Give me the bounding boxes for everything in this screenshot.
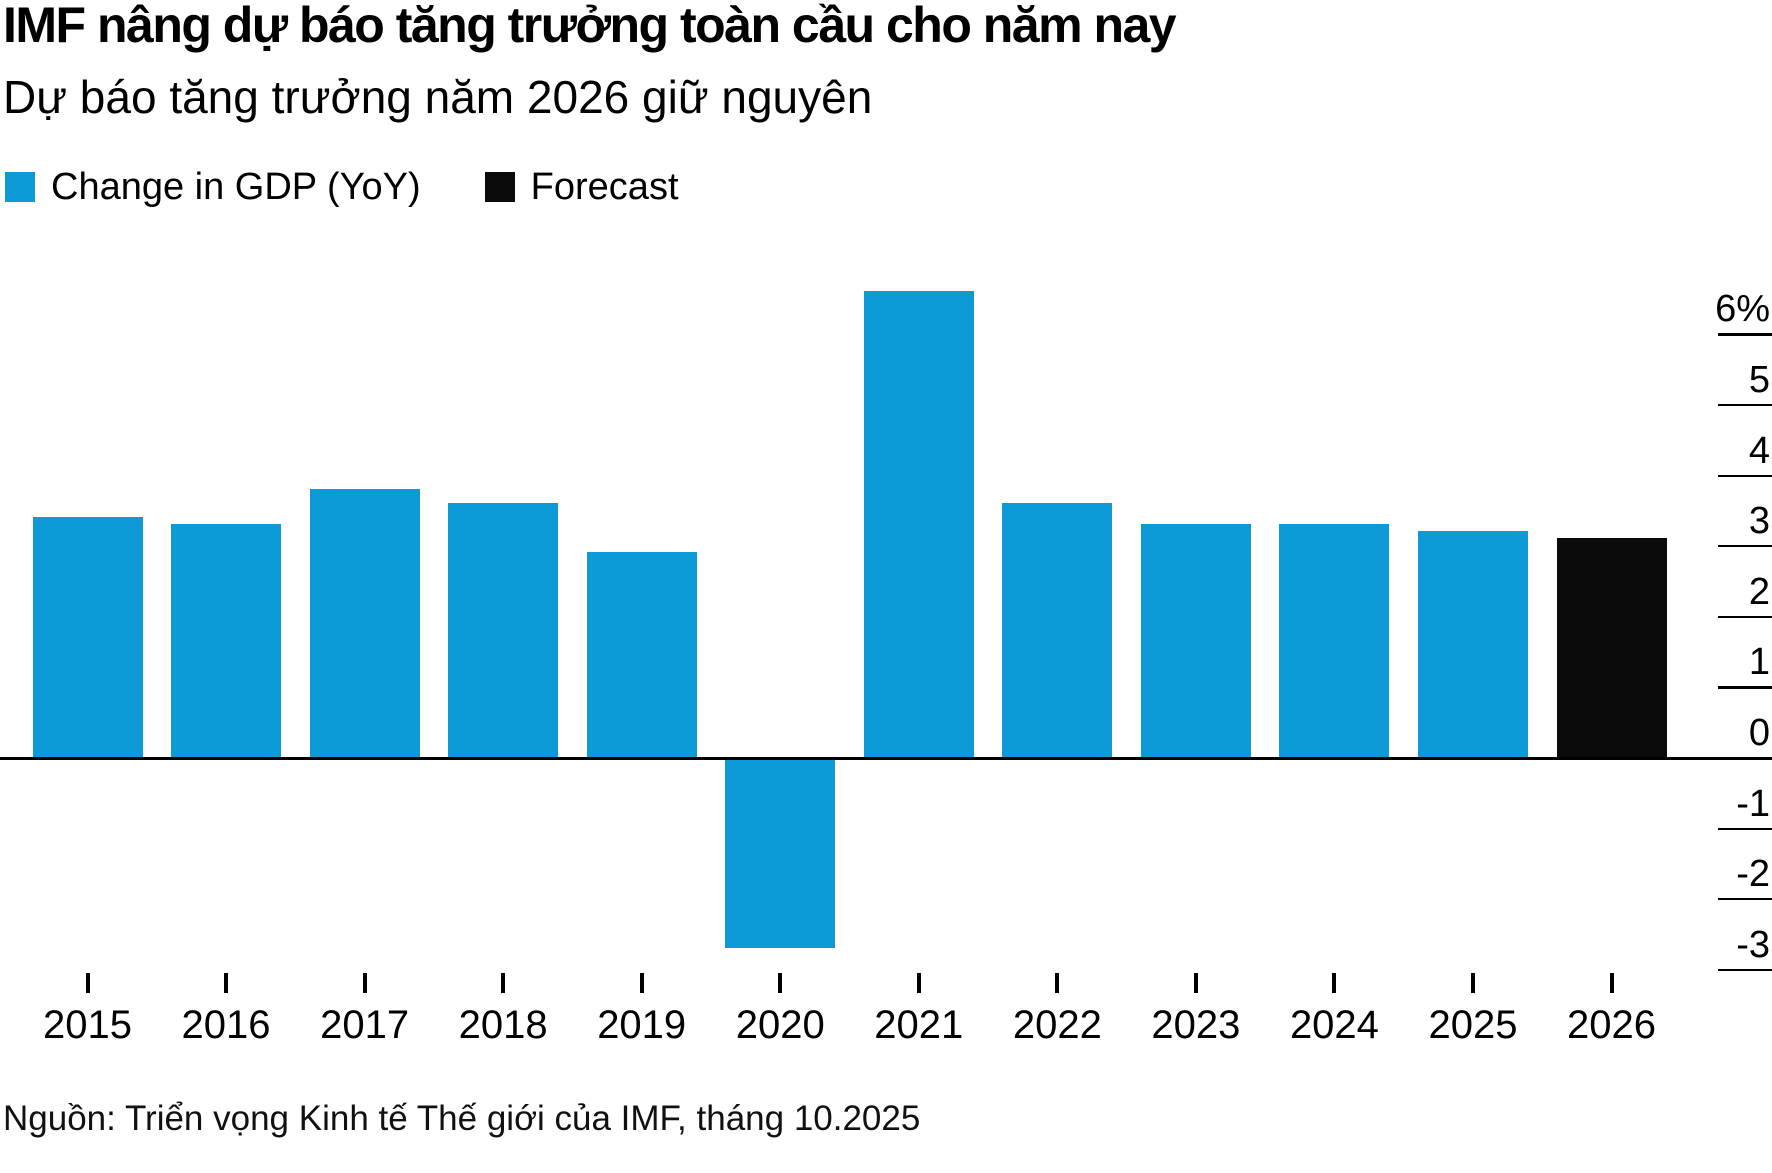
y-tick-line--1 <box>1718 827 1772 830</box>
bar-2015 <box>32 516 143 757</box>
y-tick-line-2 <box>1718 615 1772 618</box>
x-label-2015: 2015 <box>43 1003 132 1047</box>
x-label-2023: 2023 <box>1151 1003 1241 1047</box>
x-label-2020: 2020 <box>735 1003 825 1047</box>
legend-label-actual: Change in GDP (YoY) <box>51 166 421 208</box>
y-tick-label-2: 2 <box>1748 570 1770 613</box>
x-label-2024: 2024 <box>1289 1003 1379 1047</box>
bar-2019 <box>586 552 697 757</box>
source-note: Nguồn: Triển vọng Kinh tế Thế giới của I… <box>3 1099 921 1138</box>
legend-item-actual: Change in GDP (YoY) <box>5 168 421 206</box>
y-tick-label--1: -1 <box>1736 782 1770 825</box>
x-tick-2019 <box>639 973 644 993</box>
x-label-2026: 2026 <box>1567 1003 1657 1047</box>
y-tick-line-4 <box>1718 474 1772 477</box>
x-tick-2023 <box>1193 973 1198 993</box>
bar-2018 <box>448 502 559 757</box>
bar-2025 <box>1418 531 1528 757</box>
bar-2024 <box>1279 524 1390 757</box>
legend-swatch-blue-icon <box>5 172 35 202</box>
bar-2023 <box>1140 524 1251 757</box>
y-tick-line-1 <box>1718 686 1772 689</box>
y-tick-label-1: 1 <box>1748 641 1770 684</box>
chart-subtitle: Dự báo tăng trưởng năm 2026 giữ nguyên <box>3 71 873 123</box>
bar-2017 <box>309 488 420 757</box>
x-tick-2016 <box>224 973 229 993</box>
bar-2026 <box>1556 538 1667 757</box>
x-tick-2021 <box>916 973 921 993</box>
y-tick-label-4: 4 <box>1748 429 1770 472</box>
y-tick-line--2 <box>1718 898 1772 901</box>
x-tick-2026 <box>1609 973 1614 993</box>
x-label-2022: 2022 <box>1012 1003 1102 1047</box>
x-label-2017: 2017 <box>320 1003 410 1047</box>
y-tick-line-6 <box>1718 333 1772 336</box>
y-tick-line-3 <box>1718 545 1772 548</box>
x-label-2018: 2018 <box>458 1003 548 1047</box>
y-tick-line--3 <box>1718 968 1772 971</box>
y-tick-label-0: 0 <box>1748 712 1770 754</box>
x-label-2025: 2025 <box>1428 1003 1518 1047</box>
x-axis-line <box>0 757 1772 760</box>
y-tick-line-5 <box>1718 404 1772 407</box>
bar-2016 <box>171 524 282 757</box>
y-tick-label-5: 5 <box>1748 359 1770 401</box>
y-tick-label--3: -3 <box>1736 923 1770 966</box>
y-tick-label-6: 6% <box>1715 288 1770 331</box>
x-tick-2015 <box>85 973 90 993</box>
chart-title: IMF nâng dự báo tăng trưởng toàn cầu cho… <box>3 0 1177 53</box>
x-tick-2018 <box>501 973 506 993</box>
bar-2022 <box>1002 502 1113 757</box>
bar-2020 <box>725 757 836 948</box>
x-tick-2022 <box>1055 973 1060 993</box>
y-tick-label--2: -2 <box>1736 853 1770 896</box>
x-tick-2024 <box>1332 973 1337 993</box>
x-tick-2017 <box>362 973 367 993</box>
x-tick-2025 <box>1471 973 1475 993</box>
legend-label-forecast: Forecast <box>530 166 679 208</box>
y-tick-label-3: 3 <box>1748 500 1770 543</box>
bar-2021 <box>863 291 974 757</box>
x-label-2016: 2016 <box>181 1003 271 1047</box>
x-tick-2020 <box>778 973 783 993</box>
x-label-2019: 2019 <box>597 1003 687 1047</box>
legend: Change in GDP (YoY) Forecast <box>5 168 679 206</box>
x-label-2021: 2021 <box>874 1003 964 1047</box>
legend-item-forecast: Forecast <box>484 166 679 208</box>
legend-swatch-black-icon <box>484 172 515 202</box>
